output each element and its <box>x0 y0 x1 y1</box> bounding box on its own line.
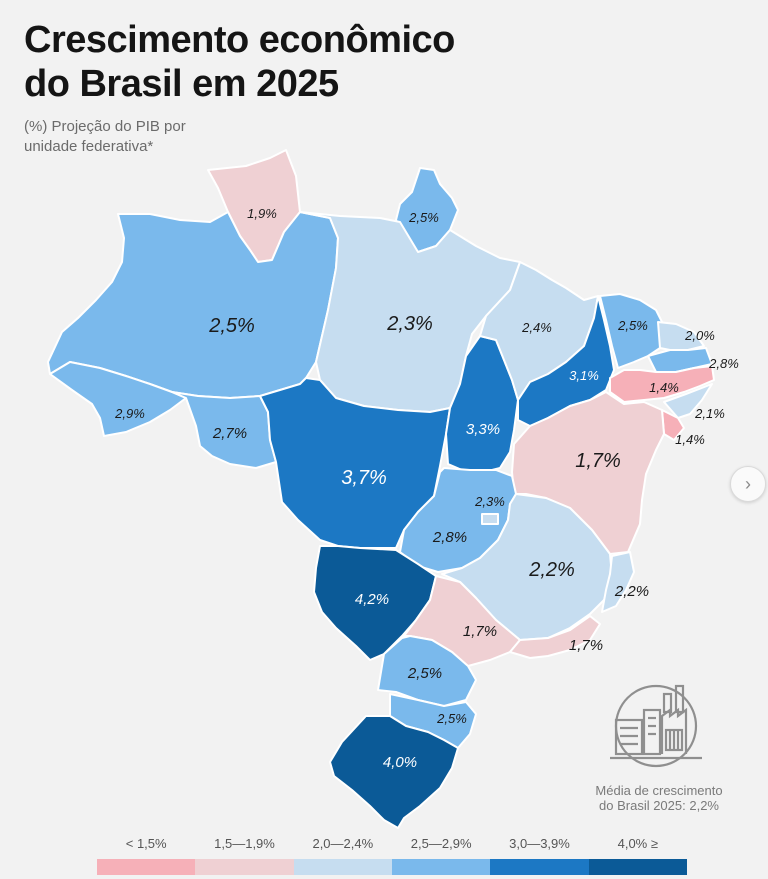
label-rs: 4,0% <box>383 754 417 771</box>
label-pr: 2,5% <box>407 665 442 682</box>
label-es: 2,2% <box>614 583 649 600</box>
state-rs[interactable] <box>329 715 459 829</box>
subtitle-line-2: unidade federativa* <box>24 138 154 155</box>
state-pr[interactable] <box>377 635 477 707</box>
state-ms[interactable] <box>313 545 437 661</box>
label-ce: 2,5% <box>617 318 648 333</box>
label-ma: 2,4% <box>521 320 552 335</box>
legend-label-2: 1,5—1,9% <box>214 836 275 851</box>
state-ro[interactable] <box>171 391 277 469</box>
label-to: 3,3% <box>466 421 500 438</box>
color-legend: < 1,5% 1,5—1,9% 2,0—2,4% 2,5—2,9% 3,0—3,… <box>97 836 687 875</box>
average-note-line-1: Média de crescimento <box>595 783 723 798</box>
label-pe: 1,4% <box>649 380 679 395</box>
label-am: 2,5% <box>208 315 255 337</box>
state-pe[interactable] <box>609 365 715 403</box>
legend-swatch-5 <box>490 859 589 875</box>
label-ac: 2,9% <box>114 406 145 421</box>
average-note-line-2: do Brasil 2025: 2,2% <box>599 798 719 813</box>
state-rn[interactable] <box>657 321 705 351</box>
label-pi: 3,1% <box>569 368 599 383</box>
state-rj[interactable] <box>509 615 601 659</box>
state-ac[interactable] <box>49 361 187 437</box>
label-go: 2,8% <box>432 529 467 546</box>
legend-label-4: 2,5—2,9% <box>410 836 472 851</box>
label-df: 2,3% <box>474 494 505 509</box>
legend-swatch-3 <box>293 859 392 875</box>
state-pa[interactable] <box>299 211 521 413</box>
legend-swatch-1 <box>97 859 196 875</box>
legend-swatch-2 <box>195 859 294 875</box>
label-mt: 3,7% <box>341 467 387 489</box>
average-note: Média de crescimento do Brasil 2025: 2,2… <box>568 783 750 813</box>
label-pb: 2,8% <box>708 356 739 371</box>
legend-label-3: 2,0—2,4% <box>312 836 374 851</box>
label-se: 1,4% <box>675 432 705 447</box>
subtitle: (%) Projeção do PIB por unidade federati… <box>24 117 186 157</box>
label-ms: 4,2% <box>355 591 389 608</box>
label-sp: 1,7% <box>463 623 497 640</box>
label-al: 2,1% <box>694 406 725 421</box>
legend-swatch-6 <box>588 859 687 875</box>
title-line-2: do Brasil em 2025 <box>24 63 339 105</box>
city-industry-icon <box>604 680 708 772</box>
label-ro: 2,7% <box>212 425 247 442</box>
label-rn: 2,0% <box>684 328 715 343</box>
legend-label-5: 3,0—3,9% <box>509 836 570 851</box>
next-slide-button[interactable]: › <box>730 466 766 502</box>
label-ap: 2,5% <box>408 210 439 225</box>
page-title: Crescimento econômico do Brasil em 2025 <box>24 18 455 106</box>
legend-label-1: < 1,5% <box>125 836 167 851</box>
state-ce[interactable] <box>599 293 665 369</box>
subtitle-line-1: (%) Projeção do PIB por <box>24 118 186 135</box>
label-sc: 2,5% <box>436 711 467 726</box>
chevron-right-icon: › <box>745 473 751 494</box>
label-pa: 2,3% <box>386 313 433 335</box>
title-line-1: Crescimento econômico <box>24 19 455 61</box>
label-mg: 2,2% <box>528 559 575 581</box>
state-es[interactable] <box>601 551 635 613</box>
legend-label-6: 4,0% ≥ <box>617 836 658 851</box>
label-ba: 1,7% <box>575 450 621 472</box>
label-rr: 1,9% <box>247 206 277 221</box>
state-df[interactable] <box>481 513 499 525</box>
label-rj: 1,7% <box>569 637 603 654</box>
legend-swatch-4 <box>391 859 491 875</box>
